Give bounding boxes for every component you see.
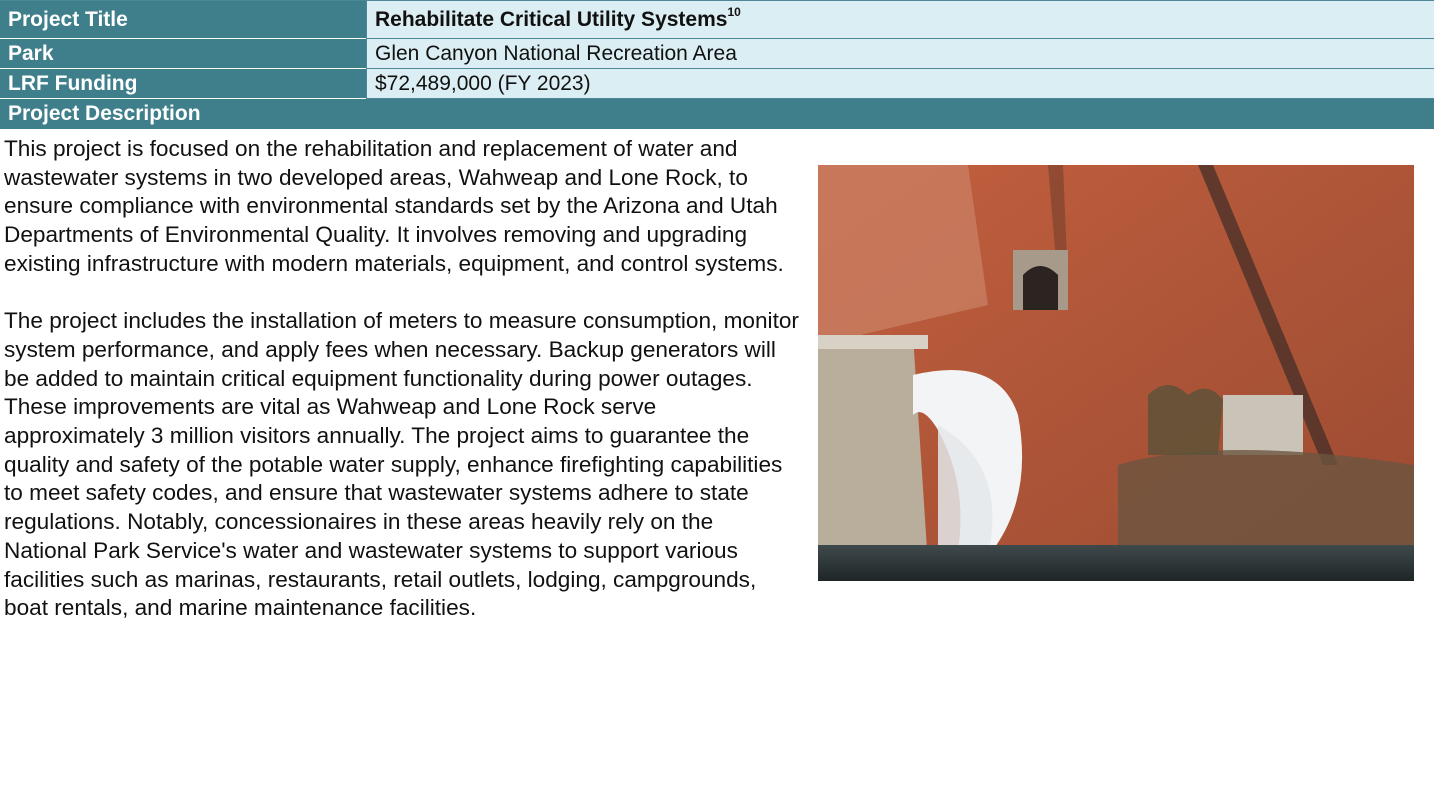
- page: Project Title Rehabilitate Critical Util…: [0, 0, 1434, 806]
- row-label: Project Title: [0, 1, 366, 39]
- section-body: This project is focused on the rehabilit…: [0, 129, 1434, 623]
- row-label: Park: [0, 39, 366, 69]
- info-table: Project Title Rehabilitate Critical Util…: [0, 0, 1434, 99]
- section-heading: Project Description: [0, 99, 1434, 129]
- row-label: LRF Funding: [0, 69, 366, 99]
- row-value: $72,489,000 (FY 2023): [366, 69, 1434, 99]
- dam-photo: [818, 165, 1414, 581]
- title-text: Rehabilitate Critical Utility Systems: [375, 8, 727, 32]
- footnote-ref: 10: [727, 5, 740, 19]
- row-value: Glen Canyon National Recreation Area: [366, 39, 1434, 69]
